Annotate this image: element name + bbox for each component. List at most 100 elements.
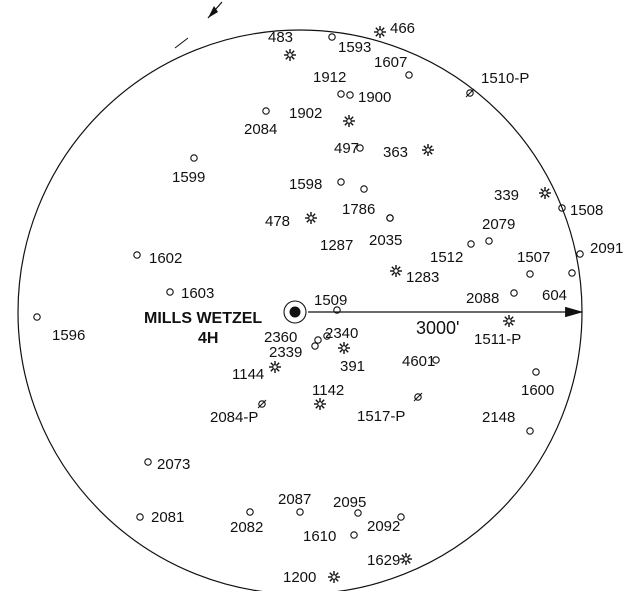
- well-2148: 2148: [482, 409, 534, 435]
- well-1593: 1593: [328, 33, 371, 56]
- well-label: 2087: [278, 491, 311, 508]
- well-location-icon: [311, 342, 319, 350]
- well-label: 1507: [517, 249, 550, 266]
- well-location-icon: [526, 270, 534, 278]
- well-label: 1610: [303, 528, 336, 545]
- well-2340: 2340: [323, 325, 358, 342]
- well-2088: 2088: [466, 289, 518, 307]
- well-label: 2073: [157, 456, 190, 473]
- well-1600: 1600: [521, 368, 554, 399]
- center-well-number: 4H: [198, 330, 218, 347]
- gas-well-icon: [503, 315, 515, 327]
- well-483: 483: [268, 29, 296, 61]
- well-label: 1602: [149, 250, 182, 267]
- well-label: 2084-P: [210, 409, 258, 426]
- well-location-icon: [337, 90, 345, 98]
- gas-well-icon: [338, 342, 350, 354]
- gas-well-icon: [374, 26, 386, 38]
- well-label: 2095: [333, 494, 366, 511]
- well-1629: 1629: [367, 552, 412, 569]
- well-label: 1900: [358, 89, 391, 106]
- well-1511-p: 1511-P: [474, 315, 521, 348]
- gas-well-icon: [343, 115, 355, 127]
- well-363: 363: [383, 144, 434, 161]
- well-1507: 1507: [517, 249, 550, 278]
- well-label: 1912: [313, 69, 346, 86]
- well-label: 1603: [181, 285, 214, 302]
- well-label: 1600: [521, 382, 554, 399]
- well-1912: 1912: [313, 69, 346, 98]
- well-label: 1510-P: [481, 70, 529, 87]
- well-1517-p: 1517-P: [357, 392, 423, 425]
- well-2360: 2360: [264, 329, 322, 346]
- well-label: 1598: [289, 176, 322, 193]
- well-label: 1511-P: [474, 331, 521, 348]
- well-339: 339: [494, 187, 551, 204]
- well-2073: 2073: [144, 456, 190, 473]
- well-location-icon: [467, 240, 475, 248]
- well-location-icon: [323, 332, 331, 340]
- well-2082: 2082: [230, 508, 263, 536]
- well-location-icon: [144, 458, 152, 466]
- well-label: 2339: [269, 344, 302, 361]
- well-2035: 2035: [369, 214, 402, 249]
- well-label: 2081: [151, 509, 184, 526]
- well-1786: 1786: [342, 185, 375, 218]
- well-2084: 2084: [244, 107, 277, 138]
- well-label: 1144: [232, 366, 264, 383]
- well-location-icon: [190, 154, 198, 162]
- well-label: 497: [334, 140, 359, 157]
- well-1508: 1508: [558, 202, 603, 219]
- well-label: 2084: [244, 121, 277, 138]
- well-label: 2092: [367, 518, 400, 535]
- well-location-icon: [328, 33, 336, 41]
- well-label: 1200: [283, 569, 316, 586]
- well-location-icon: [510, 289, 518, 297]
- well-4601: 4601: [402, 353, 440, 370]
- well-1142: 1142: [312, 382, 344, 410]
- well-label: 2082: [230, 519, 263, 536]
- well-location-icon: [346, 91, 354, 99]
- plugged-well-icon: [465, 88, 475, 98]
- well-label: 4601: [402, 353, 435, 370]
- well-location-icon: [136, 513, 144, 521]
- well-location-icon: [532, 368, 540, 376]
- well-604: 604: [542, 269, 576, 304]
- well-label: 391: [340, 358, 365, 375]
- well-label: 1508: [570, 202, 603, 219]
- well-label: 1596: [52, 327, 85, 344]
- well-391: 391: [338, 342, 365, 375]
- well-label: 1629: [367, 552, 400, 569]
- gas-well-icon: [269, 361, 281, 373]
- well-location-icon: [262, 107, 270, 115]
- gas-well-icon: [314, 398, 326, 410]
- well-label: 478: [265, 213, 290, 230]
- well-2091: 2091: [576, 240, 623, 258]
- well-label: 2088: [466, 290, 499, 307]
- well-label: 1593: [338, 39, 371, 56]
- well-2339: 2339: [269, 342, 319, 361]
- well-2081: 2081: [136, 509, 184, 526]
- well-2092: 2092: [367, 513, 405, 535]
- well-2084-p: 2084-P: [210, 399, 267, 426]
- well-1598: 1598: [289, 176, 345, 193]
- well-label: 483: [268, 29, 293, 46]
- well-location-icon: [333, 306, 341, 314]
- center-well-name: MILLS WETZEL: [144, 310, 262, 327]
- well-location-icon: [405, 71, 413, 79]
- well-466: 466: [374, 20, 415, 38]
- well-location-icon: [246, 508, 254, 516]
- well-1512: 1512: [430, 240, 475, 266]
- well-label: 1517-P: [357, 408, 405, 425]
- well-location-icon: [337, 178, 345, 186]
- well-2087: 2087: [278, 491, 311, 516]
- well-label: 1287: [320, 237, 353, 254]
- plugged-well-icon: [257, 399, 267, 409]
- well-label: 1512: [430, 249, 463, 266]
- gas-well-icon: [400, 553, 412, 565]
- well-label: 2079: [482, 216, 515, 233]
- well-label: 604: [542, 287, 567, 304]
- well-location-icon: [432, 356, 440, 364]
- well-label: 2035: [369, 232, 402, 249]
- gas-well-icon: [328, 571, 340, 583]
